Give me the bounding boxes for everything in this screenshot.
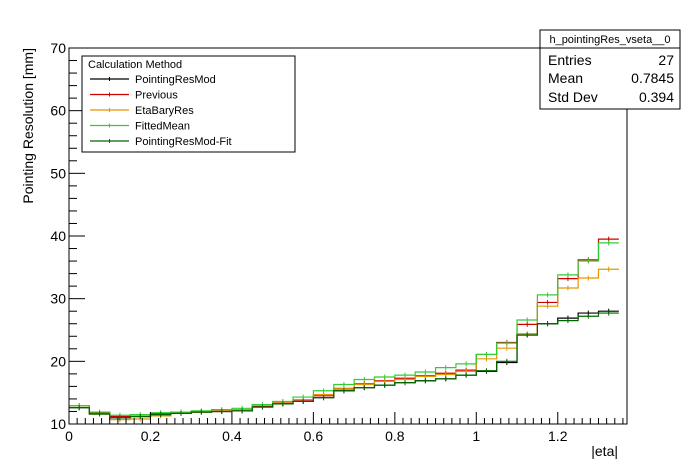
x-tick-label: 0.6 xyxy=(304,428,324,444)
legend-entries: PointingResMod Previous EtaBaryRes FittedMe… xyxy=(90,74,232,148)
legend-label: FittedMean xyxy=(135,121,190,133)
legend-label: PointingResMod-Fit xyxy=(135,136,232,148)
x-tick-label: 1.2 xyxy=(548,428,568,444)
y-axis-title: Pointing Resolution [mm] xyxy=(20,48,36,204)
y-tick-label: 50 xyxy=(50,165,66,181)
x-axis-title: |eta| xyxy=(591,443,618,459)
legend-box xyxy=(81,55,296,153)
y-tick-label: 60 xyxy=(50,103,66,119)
x-tick-label: 0.4 xyxy=(222,428,242,444)
legend-label: PointingResMod xyxy=(135,74,216,86)
x-tick-label: 0 xyxy=(65,428,73,444)
stats-value-std-dev: 0.394 xyxy=(639,89,674,105)
y-axis: 10 20 30 40 50 60 70 xyxy=(50,40,85,432)
legend-title: Calculation Method xyxy=(88,59,182,71)
y-tick-label: 70 xyxy=(50,40,66,56)
stats-box: h_pointingRes_vseta__0 Entries 27 Mean 0… xyxy=(539,29,681,110)
stats-value-entries: 27 xyxy=(658,52,674,68)
stats-value-mean: 0.7845 xyxy=(631,70,674,86)
legend-label: Previous xyxy=(135,90,178,102)
x-tick-label: 1 xyxy=(472,428,480,444)
series-layer xyxy=(69,236,619,423)
stats-label-mean: Mean xyxy=(548,70,583,86)
y-tick-label: 10 xyxy=(50,416,66,432)
stats-label-std-dev: Std Dev xyxy=(548,89,598,105)
stats-box-title: h_pointingRes_vseta__0 xyxy=(549,34,670,46)
legend: Calculation Method PointingResMod Previou… xyxy=(81,55,296,153)
x-tick-label: 0.8 xyxy=(385,428,405,444)
series-pointingresmod-fit xyxy=(69,310,619,421)
stats-box-frame xyxy=(539,29,681,110)
legend-label: EtaBaryRes xyxy=(135,105,194,117)
x-axis: 0 0.2 0.4 0.6 0.8 1 1.2 xyxy=(65,412,624,444)
x-tick-label: 0.2 xyxy=(141,428,161,444)
stats-label-entries: Entries xyxy=(548,52,592,68)
y-tick-label: 20 xyxy=(50,353,66,369)
y-tick-label: 30 xyxy=(50,291,66,307)
y-tick-label: 40 xyxy=(50,228,66,244)
